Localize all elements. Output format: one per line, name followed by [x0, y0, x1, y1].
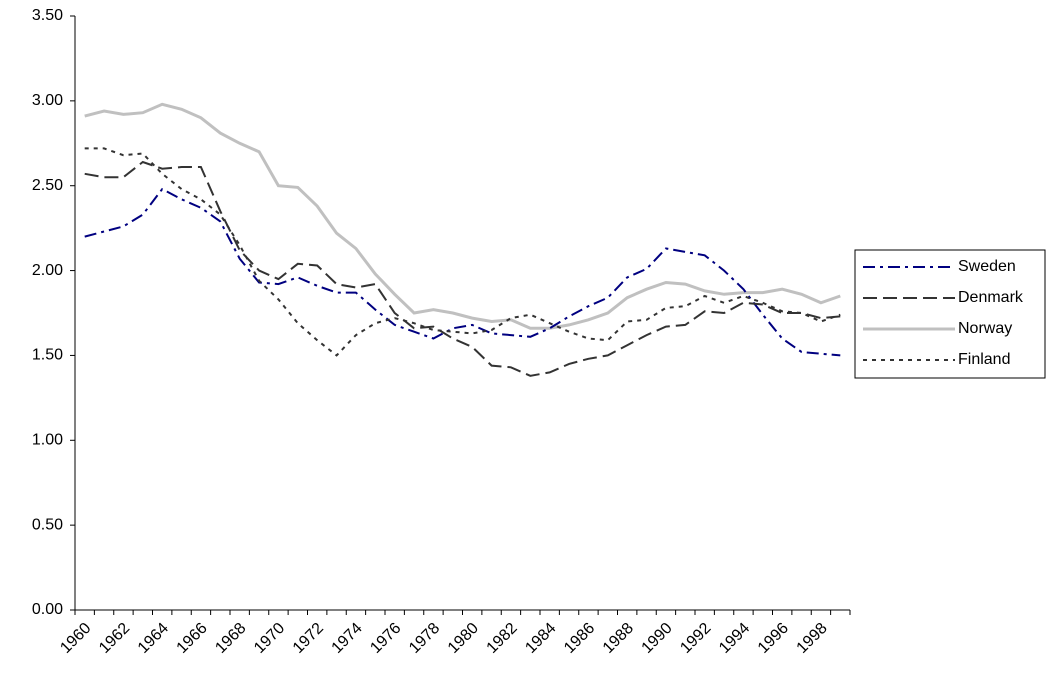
x-tick-label: 1988 — [600, 620, 637, 657]
x-tick-label: 1968 — [212, 620, 249, 657]
legend-label: Finland — [958, 351, 1010, 368]
x-tick-label: 1994 — [716, 620, 753, 657]
y-tick-label: 0.00 — [32, 601, 63, 618]
y-tick-label: 3.50 — [32, 7, 63, 24]
y-tick-label: 2.50 — [32, 177, 63, 194]
legend-label: Norway — [958, 320, 1012, 337]
x-tick-label: 1982 — [484, 620, 521, 657]
x-tick-label: 1970 — [251, 620, 288, 657]
series-line — [84, 102, 841, 330]
y-tick-label: 0.50 — [32, 516, 63, 533]
series-line — [84, 187, 841, 357]
x-tick-label: 1964 — [135, 620, 172, 657]
legend-label: Sweden — [958, 258, 1016, 275]
x-tick-label: 1966 — [174, 620, 211, 657]
y-tick-label: 1.50 — [32, 347, 63, 364]
x-tick-label: 1980 — [445, 620, 482, 657]
x-tick-label: 1998 — [794, 620, 831, 657]
y-tick-label: 3.00 — [32, 92, 63, 109]
y-tick-label: 1.00 — [32, 432, 63, 449]
legend-box — [854, 249, 1046, 379]
legend-label: Denmark — [958, 289, 1024, 306]
x-tick-label: 1976 — [367, 620, 404, 657]
x-tick-label: 1974 — [329, 620, 366, 657]
y-tick-label: 2.00 — [32, 262, 63, 279]
series-line — [84, 160, 841, 377]
x-tick-label: 1978 — [406, 620, 443, 657]
x-tick-label: 1962 — [96, 620, 133, 657]
x-tick-label: 1984 — [522, 620, 559, 657]
x-tick-label: 1992 — [677, 620, 714, 657]
x-tick-label: 1972 — [290, 620, 327, 657]
series-line — [84, 147, 841, 357]
x-tick-label: 1990 — [639, 620, 676, 657]
x-tick-label: 1986 — [561, 620, 598, 657]
x-tick-label: 1996 — [755, 620, 792, 657]
x-tick-label: 1960 — [57, 620, 94, 657]
